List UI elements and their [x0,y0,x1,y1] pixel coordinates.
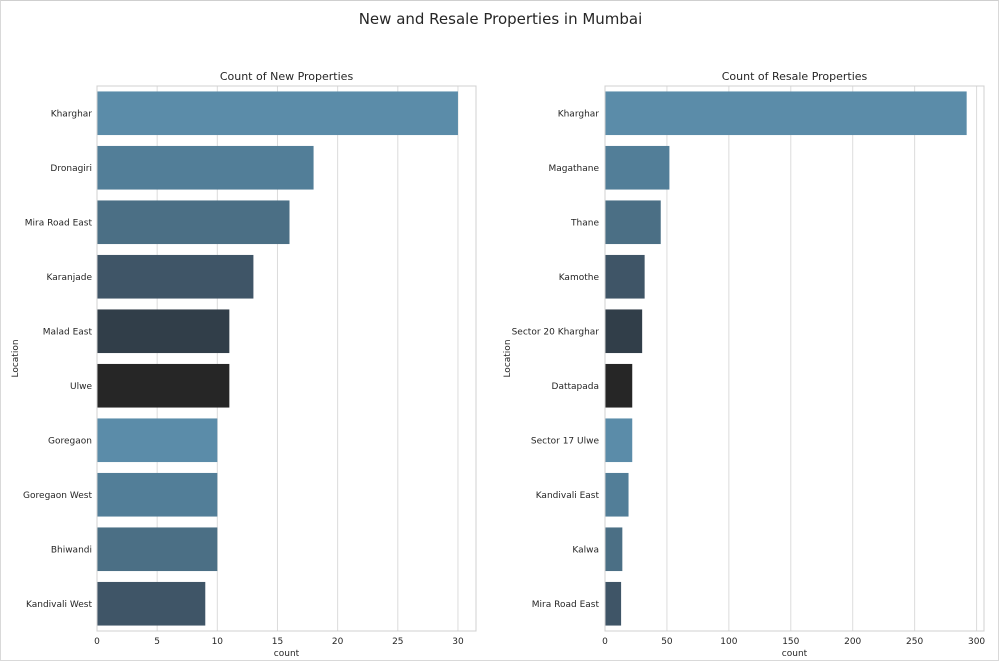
x-tick-label: 20 [332,637,344,647]
y-tick-label: Kharghar [558,109,600,119]
y-tick-label: Mira Road East [25,218,93,228]
y-axis-label: Location [503,339,513,377]
y-tick-label: Goregaon [48,436,92,446]
plot-frame [604,85,985,632]
y-tick-label: Mira Road East [532,600,600,610]
plot-frame [96,85,477,632]
y-tick-label: Ulwe [70,382,92,392]
bar [605,254,645,299]
x-axis-label: count [782,649,808,659]
x-tick-label: 30 [452,637,464,647]
y-tick-label: Kalwa [572,545,599,555]
bar [605,472,629,517]
bar [97,200,290,245]
y-tick-label: Kandivali East [536,491,600,501]
bar [605,418,633,463]
y-tick-label: Magathane [549,164,600,174]
x-tick-label: 0 [602,637,608,647]
x-tick-label: 300 [968,637,985,647]
x-tick-label: 200 [844,637,861,647]
x-axis-label: count [274,649,300,659]
x-tick-label: 0 [94,637,100,647]
x-tick-label: 15 [272,637,283,647]
y-tick-label: Kamothe [559,273,600,283]
chart-panel-2: Kharghar Magathane Thane Kamothe Sector 20 K… [503,70,985,659]
bar [605,527,623,572]
bar [605,145,670,190]
x-tick-label: 250 [906,637,923,647]
bar [97,145,314,190]
y-tick-label: Dronagiri [50,164,92,174]
y-tick-label: Goregaon West [23,491,92,501]
bar [605,200,661,245]
bar [97,309,230,354]
y-tick-label: Sector 17 Ulwe [531,436,600,446]
bar [97,527,218,572]
subplot-title: Count of New Properties [220,70,354,83]
bar [97,472,218,517]
bar [605,91,967,136]
y-tick-label: Kharghar [51,109,93,119]
subplot-title: Count of Resale Properties [722,70,868,83]
y-tick-label: Malad East [43,327,93,337]
bar [605,363,633,408]
bar [97,254,254,299]
y-tick-label: Dattapada [552,382,599,392]
x-tick-label: 100 [720,637,737,647]
y-tick-label: Thane [570,218,599,228]
bar [97,363,230,408]
x-tick-label: 50 [661,637,673,647]
x-tick-label: 5 [154,637,160,647]
bar [605,309,643,354]
y-axis-label: Location [11,339,21,377]
chart-panel-1: Kharghar Dronagiri Mira Road East Karanjade… [11,70,477,659]
y-tick-label: Bhiwandi [51,545,92,555]
y-tick-label: Sector 20 Kharghar [512,327,600,337]
bar [97,91,458,136]
figure-title: New and Resale Properties in Mumbai [358,10,643,28]
x-tick-label: 150 [782,637,799,647]
y-tick-label: Karanjade [47,273,93,283]
x-tick-label: 10 [212,637,224,647]
x-tick-label: 25 [392,637,403,647]
bar [97,581,206,626]
bar [605,581,622,626]
bar [97,418,218,463]
y-tick-label: Kandivali West [26,600,92,610]
